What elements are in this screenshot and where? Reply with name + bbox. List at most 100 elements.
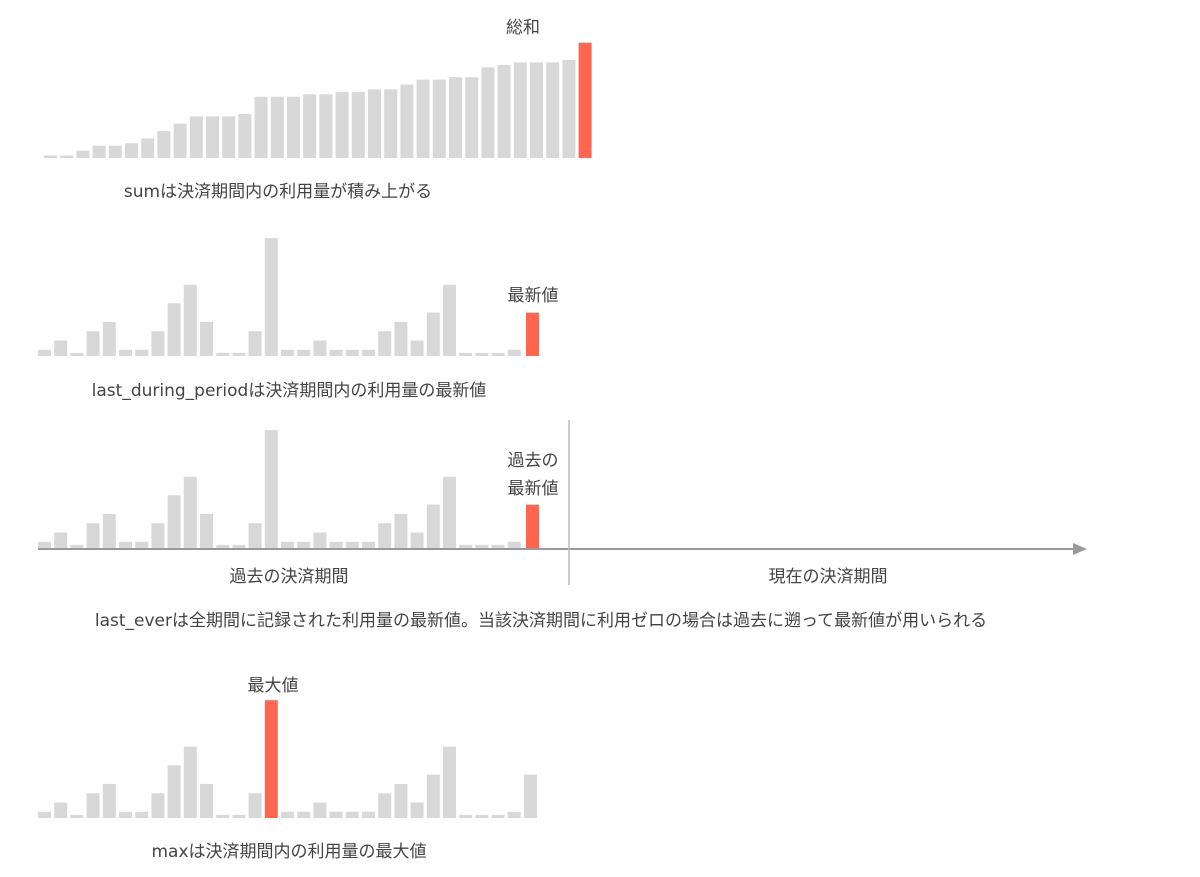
last-during-period-bar <box>362 349 375 356</box>
last-during-period-bar <box>183 284 197 356</box>
last-ever-bar <box>248 523 262 548</box>
last-ever-bar <box>410 532 424 548</box>
max-bar <box>167 765 181 818</box>
last-ever-bar <box>38 541 51 548</box>
last-ever-bar <box>491 544 505 548</box>
last-during-period-bar <box>86 331 100 356</box>
last-during-period-chart <box>38 238 539 356</box>
last-ever-bar <box>426 504 440 548</box>
sum-bar <box>432 79 446 158</box>
sum-bar <box>465 77 479 158</box>
max-bar <box>135 811 149 818</box>
last-ever-bar <box>362 541 375 548</box>
sum-bar <box>189 116 203 158</box>
last-during-period-highlight-bar <box>526 312 539 356</box>
last-ever-bar <box>151 523 165 548</box>
last-during-period-bar <box>167 303 181 356</box>
sum-bar <box>513 62 527 159</box>
last-during-period-bar <box>135 349 149 356</box>
sum-bar <box>368 89 381 158</box>
max-bar <box>443 746 456 818</box>
last-during-period-bar <box>507 349 521 356</box>
max-bar <box>410 802 424 818</box>
sum-bar <box>303 94 317 158</box>
sum-bar <box>108 145 122 158</box>
max-bar <box>459 814 473 818</box>
sum-bar <box>238 113 252 158</box>
max-bar <box>102 783 116 818</box>
sum-bar <box>206 116 219 158</box>
last-ever-bar <box>507 541 521 548</box>
max-bar <box>426 774 440 818</box>
last-ever-bar <box>183 476 197 548</box>
last-ever-highlight-label-line1: 過去の <box>507 451 559 471</box>
max-bar <box>313 802 327 818</box>
last-ever-bar <box>70 544 84 548</box>
last-during-period-bar <box>297 349 311 356</box>
last-ever-bar <box>54 532 68 548</box>
last-ever-bar <box>232 544 246 548</box>
last-during-period-bar <box>491 352 505 356</box>
current-period-label: 現在の決済期間 <box>768 567 888 587</box>
max-highlight-bar <box>264 700 278 818</box>
last-during-period-bar <box>443 284 456 356</box>
sum-bar <box>400 84 414 158</box>
sum-bar <box>222 116 236 158</box>
sum-bar <box>384 89 398 158</box>
last-ever-bar <box>102 513 116 548</box>
max-bar <box>394 783 408 818</box>
max-bar <box>345 811 359 818</box>
sum-bar <box>270 96 284 158</box>
last-ever-caption: last_everは全期間に記録された利用量の最新値。当該決済期間に利用ゼロの場… <box>94 611 988 631</box>
sum-bar <box>92 145 106 158</box>
sum-caption: sumは決済期間内の利用量が積み上がる <box>123 182 433 202</box>
sum-bar <box>481 67 495 158</box>
sum-bar <box>76 150 90 158</box>
max-bar <box>524 774 537 818</box>
sum-bar <box>497 64 511 158</box>
last-ever-bar <box>443 476 456 548</box>
max-bar <box>329 811 343 818</box>
last-during-period-bar <box>378 331 392 356</box>
last-during-period-bar <box>102 321 116 356</box>
max-bar <box>151 793 165 818</box>
last-during-period-bar <box>426 312 440 356</box>
sum-bar <box>254 96 268 158</box>
last-ever-bar <box>394 513 408 548</box>
sum-highlight-bar <box>578 42 592 158</box>
timeline-arrowhead <box>1073 543 1087 555</box>
last-ever-bar <box>329 541 343 548</box>
max-caption: maxは決済期間内の利用量の最大値 <box>151 842 427 862</box>
last-during-period-bar <box>313 340 327 356</box>
last-during-period-bar <box>459 352 473 356</box>
sum-bar <box>141 138 155 158</box>
last-ever-bar <box>459 544 473 548</box>
sum-bar <box>562 60 576 158</box>
max-bar <box>200 783 213 818</box>
sum-bar <box>351 91 365 158</box>
last-during-period-bar <box>200 321 213 356</box>
last-ever-bar <box>281 541 294 548</box>
last-ever-bar <box>378 523 392 548</box>
sum-bar <box>546 62 560 159</box>
max-bar <box>378 793 392 818</box>
last-during-period-bar <box>248 331 262 356</box>
past-period-label: 過去の決済期間 <box>229 567 349 587</box>
last-during-period-bar <box>54 340 68 356</box>
max-bar <box>491 814 505 818</box>
last-during-period-bar <box>216 352 230 356</box>
sum-bar <box>157 131 171 158</box>
sum-chart <box>44 42 592 159</box>
last-during-period-bar <box>394 321 408 356</box>
last-ever-bar <box>119 541 132 548</box>
max-bar <box>362 811 375 818</box>
sum-bar <box>44 155 57 158</box>
sum-bar <box>449 77 462 158</box>
max-chart <box>38 700 537 818</box>
last-during-period-bar <box>119 349 132 356</box>
last-during-period-bar <box>329 349 343 356</box>
last-during-period-bar <box>151 331 165 356</box>
sum-bar <box>173 123 187 158</box>
last-during-period-bar <box>70 352 84 356</box>
